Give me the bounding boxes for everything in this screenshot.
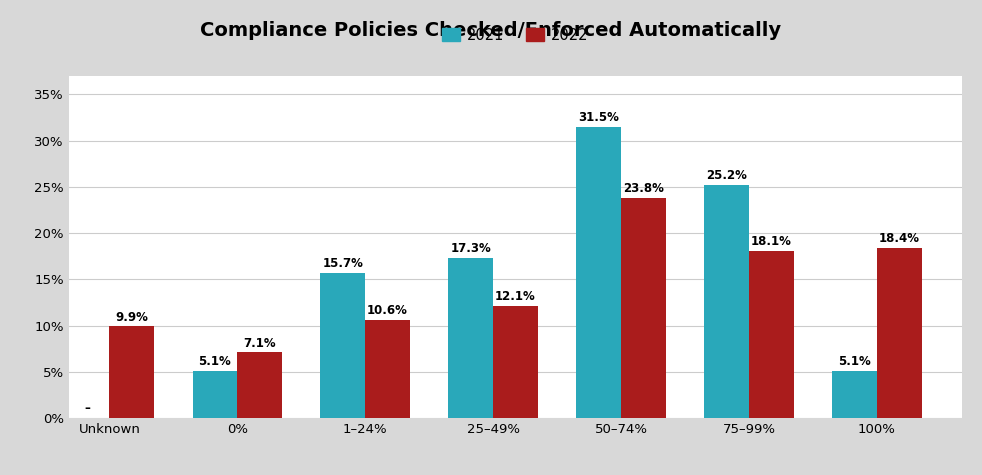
- Text: 5.1%: 5.1%: [839, 355, 871, 368]
- Text: 5.1%: 5.1%: [198, 355, 232, 368]
- Text: 12.1%: 12.1%: [495, 290, 536, 304]
- Bar: [449, 258, 493, 418]
- Bar: [704, 185, 749, 418]
- Bar: [749, 251, 793, 418]
- Bar: [192, 371, 238, 418]
- Bar: [320, 273, 365, 418]
- Bar: [493, 306, 538, 418]
- Text: 10.6%: 10.6%: [367, 304, 409, 317]
- Text: 25.2%: 25.2%: [706, 169, 747, 182]
- Bar: [109, 326, 154, 418]
- Text: 9.9%: 9.9%: [115, 311, 148, 324]
- Bar: [238, 352, 282, 418]
- Bar: [877, 248, 922, 418]
- Bar: [576, 127, 621, 418]
- Text: Compliance Policies Checked/Enforced Automatically: Compliance Policies Checked/Enforced Aut…: [200, 21, 782, 40]
- Text: 17.3%: 17.3%: [451, 242, 491, 256]
- Text: 15.7%: 15.7%: [322, 257, 363, 270]
- Text: 7.1%: 7.1%: [244, 337, 276, 350]
- Text: 23.8%: 23.8%: [623, 182, 664, 195]
- Bar: [832, 371, 877, 418]
- Text: 18.1%: 18.1%: [751, 235, 791, 248]
- Legend: 2021, 2022: 2021, 2022: [437, 22, 594, 48]
- Bar: [365, 320, 410, 418]
- Text: 18.4%: 18.4%: [879, 232, 920, 245]
- Text: –: –: [84, 402, 90, 415]
- Bar: [621, 198, 666, 418]
- Text: 31.5%: 31.5%: [578, 111, 619, 124]
